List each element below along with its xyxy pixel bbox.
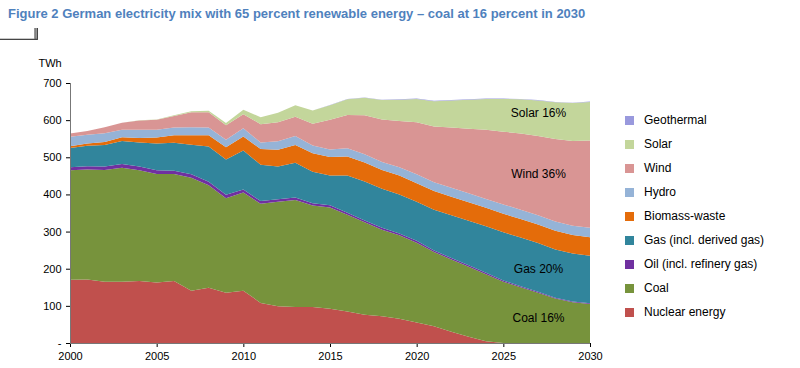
svg-text:Gas 20%: Gas 20%	[514, 262, 564, 276]
svg-text:300: 300	[43, 226, 61, 238]
svg-text:2000: 2000	[58, 350, 82, 362]
svg-text:TWh: TWh	[39, 57, 62, 69]
html-text:Geothermal: Geothermal	[644, 113, 707, 127]
html-text:Biomass-waste: Biomass-waste	[644, 209, 726, 223]
html-text:Oil (incl. refinery gas): Oil (incl. refinery gas)	[644, 257, 758, 271]
svg-text:2010: 2010	[232, 350, 256, 362]
html-text:Wind: Wind	[644, 161, 672, 175]
svg-text:2020: 2020	[405, 350, 429, 362]
svg-text:700: 700	[43, 77, 61, 89]
svg-text:200: 200	[43, 263, 61, 275]
html-text:Gas (incl. derived gas): Gas (incl. derived gas)	[644, 233, 764, 247]
svg-text:500: 500	[43, 151, 61, 163]
svg-text:2015: 2015	[318, 350, 342, 362]
svg-text:Wind 36%: Wind 36%	[511, 167, 566, 181]
svg-text:2025: 2025	[492, 350, 516, 362]
html-text:Figure 2 German electricity mi: Figure 2 German electricity mix with 65 …	[8, 6, 586, 21]
svg-text:Coal 16%: Coal 16%	[512, 311, 564, 325]
svg-text:100: 100	[43, 300, 61, 312]
svg-text:2005: 2005	[145, 350, 169, 362]
html-text:Hydro: Hydro	[644, 185, 676, 199]
svg-text:400: 400	[43, 188, 61, 200]
html-text:Coal: Coal	[644, 281, 669, 295]
svg-text:-: -	[58, 337, 62, 349]
svg-text:Solar 16%: Solar 16%	[511, 106, 567, 120]
html-text:Solar: Solar	[644, 137, 672, 151]
svg-text:2030: 2030	[578, 350, 602, 362]
svg-text:600: 600	[43, 114, 61, 126]
html-text:Nuclear energy: Nuclear energy	[644, 305, 726, 319]
